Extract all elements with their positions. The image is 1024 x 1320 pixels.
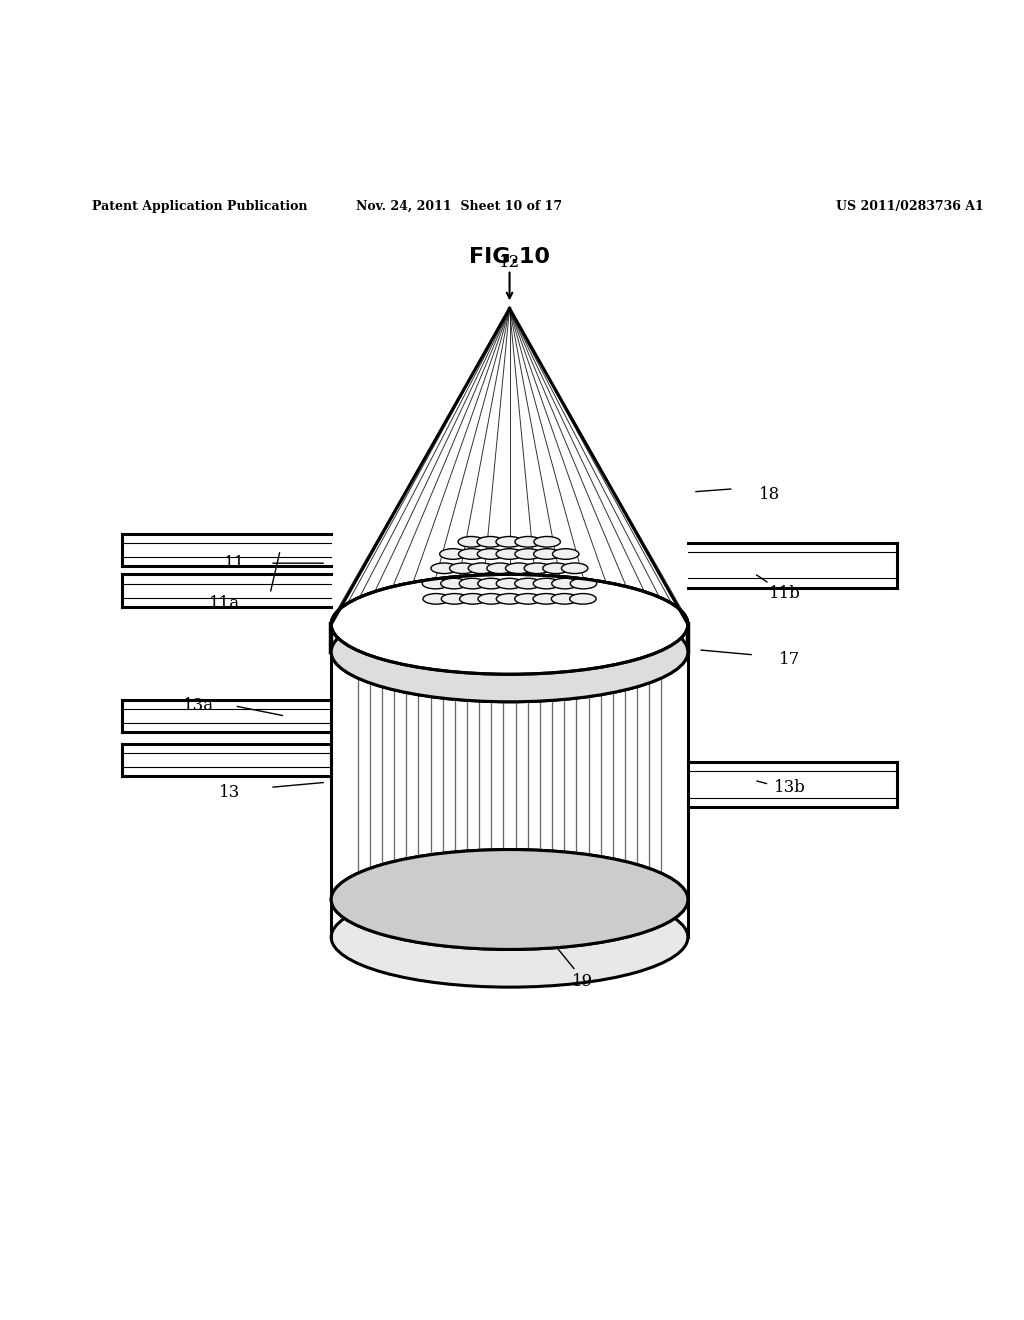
Ellipse shape bbox=[431, 564, 458, 574]
Ellipse shape bbox=[486, 564, 513, 574]
Ellipse shape bbox=[423, 594, 450, 605]
Ellipse shape bbox=[524, 564, 551, 574]
Ellipse shape bbox=[331, 602, 688, 702]
Text: Nov. 24, 2011  Sheet 10 of 17: Nov. 24, 2011 Sheet 10 of 17 bbox=[355, 201, 561, 213]
Text: 13a: 13a bbox=[183, 697, 214, 714]
Ellipse shape bbox=[458, 536, 484, 546]
Ellipse shape bbox=[534, 549, 560, 560]
Ellipse shape bbox=[497, 594, 523, 605]
Ellipse shape bbox=[515, 578, 542, 589]
Text: Patent Application Publication: Patent Application Publication bbox=[92, 201, 307, 213]
Ellipse shape bbox=[468, 564, 495, 574]
Ellipse shape bbox=[331, 887, 688, 987]
Ellipse shape bbox=[515, 536, 542, 546]
Ellipse shape bbox=[331, 850, 688, 949]
Text: 18: 18 bbox=[759, 486, 780, 503]
Ellipse shape bbox=[331, 574, 688, 675]
Text: 13: 13 bbox=[219, 784, 240, 801]
Text: 11a: 11a bbox=[209, 595, 240, 612]
Ellipse shape bbox=[450, 564, 476, 574]
Ellipse shape bbox=[534, 578, 560, 589]
Ellipse shape bbox=[506, 564, 532, 574]
Ellipse shape bbox=[496, 536, 522, 546]
Ellipse shape bbox=[532, 594, 559, 605]
Ellipse shape bbox=[543, 564, 569, 574]
Ellipse shape bbox=[331, 602, 688, 702]
Ellipse shape bbox=[477, 549, 504, 560]
Text: 11: 11 bbox=[224, 554, 245, 572]
Ellipse shape bbox=[422, 578, 449, 589]
Ellipse shape bbox=[515, 594, 541, 605]
Ellipse shape bbox=[477, 536, 504, 546]
Ellipse shape bbox=[551, 594, 578, 605]
Ellipse shape bbox=[570, 578, 597, 589]
Ellipse shape bbox=[478, 594, 505, 605]
Text: 11b: 11b bbox=[769, 585, 801, 602]
Ellipse shape bbox=[459, 549, 485, 560]
Ellipse shape bbox=[439, 549, 466, 560]
Text: 13b: 13b bbox=[774, 779, 806, 796]
Ellipse shape bbox=[496, 549, 522, 560]
Ellipse shape bbox=[497, 578, 522, 589]
Ellipse shape bbox=[561, 564, 588, 574]
Ellipse shape bbox=[478, 578, 504, 589]
Ellipse shape bbox=[534, 536, 560, 546]
Ellipse shape bbox=[459, 578, 485, 589]
Text: 12: 12 bbox=[499, 253, 520, 271]
Ellipse shape bbox=[553, 549, 579, 560]
Ellipse shape bbox=[515, 549, 542, 560]
Text: 19: 19 bbox=[572, 973, 594, 990]
Text: FIG.10: FIG.10 bbox=[469, 247, 550, 268]
Ellipse shape bbox=[569, 594, 596, 605]
Ellipse shape bbox=[552, 578, 579, 589]
Ellipse shape bbox=[440, 578, 467, 589]
Ellipse shape bbox=[331, 850, 688, 949]
Text: 17: 17 bbox=[779, 652, 801, 668]
Ellipse shape bbox=[331, 574, 688, 675]
Text: US 2011/0283736 A1: US 2011/0283736 A1 bbox=[836, 201, 983, 213]
Ellipse shape bbox=[460, 594, 486, 605]
Ellipse shape bbox=[441, 594, 468, 605]
